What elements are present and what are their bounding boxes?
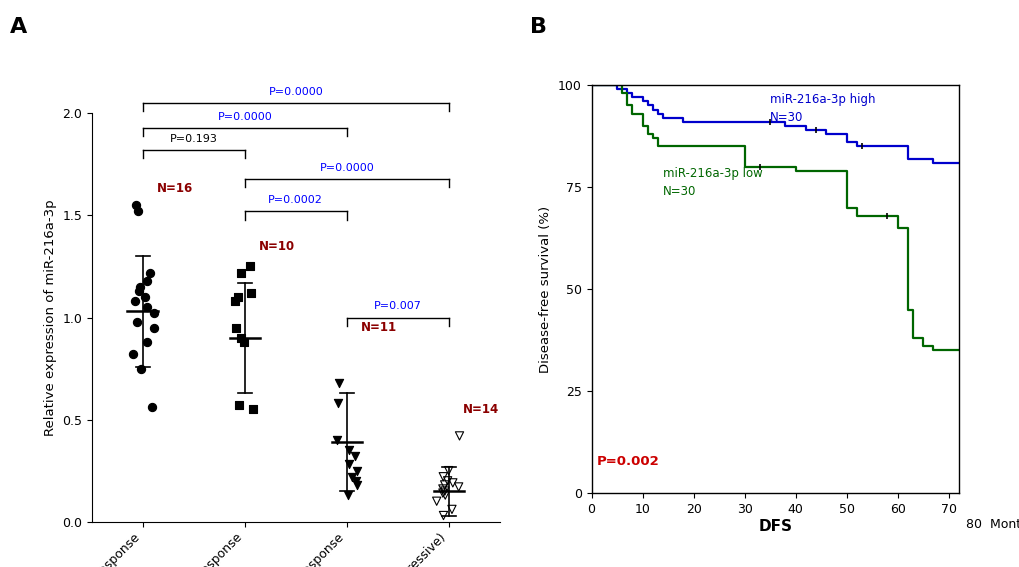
Text: 80  Months: 80 Months: [965, 518, 1019, 531]
Point: [130, 286, 147, 295]
Text: P=0.0002: P=0.0002: [268, 195, 323, 205]
Point: [128, 317, 145, 326]
Point: [347, 476, 364, 485]
Text: N=10: N=10: [259, 240, 294, 252]
Text: P=0.0000: P=0.0000: [319, 163, 374, 172]
Point: [139, 303, 155, 312]
Point: [348, 466, 365, 475]
Point: [124, 350, 141, 359]
Text: P=0.007: P=0.007: [374, 302, 421, 311]
Point: [127, 201, 144, 210]
Point: [130, 207, 147, 216]
Point: [437, 490, 453, 500]
Point: [434, 489, 450, 498]
Y-axis label: Relative expression of miR-216a-3p: Relative expression of miR-216a-3p: [44, 199, 56, 436]
Point: [436, 480, 452, 489]
Point: [331, 378, 347, 387]
Point: [232, 268, 249, 277]
Point: [436, 486, 452, 496]
Point: [131, 282, 148, 291]
Text: B: B: [530, 17, 547, 37]
Text: N=14: N=14: [463, 403, 499, 416]
Point: [435, 511, 451, 520]
Point: [245, 405, 261, 414]
Point: [329, 399, 345, 408]
Point: [343, 472, 360, 481]
Point: [340, 446, 357, 455]
Point: [230, 401, 247, 410]
X-axis label: DFS: DFS: [757, 519, 792, 534]
Point: [439, 476, 455, 485]
Point: [139, 337, 155, 346]
Point: [328, 435, 344, 445]
Point: [243, 289, 259, 298]
Text: N=16: N=16: [157, 183, 194, 196]
Text: P=0.002: P=0.002: [596, 455, 659, 468]
Point: [450, 483, 467, 492]
Point: [242, 262, 258, 271]
Point: [435, 472, 451, 481]
Point: [144, 403, 160, 412]
Point: [228, 323, 245, 332]
Point: [348, 480, 365, 489]
Point: [428, 497, 444, 506]
Point: [340, 460, 357, 469]
Text: N=11: N=11: [361, 321, 396, 334]
Point: [443, 505, 460, 514]
Text: P=0.0000: P=0.0000: [217, 112, 272, 121]
Point: [133, 364, 150, 373]
Point: [229, 293, 246, 302]
Text: miR-216a-3p low
N=30: miR-216a-3p low N=30: [662, 167, 762, 198]
Y-axis label: Disease-free survival (%): Disease-free survival (%): [539, 206, 552, 373]
Point: [347, 452, 364, 461]
Point: [451, 431, 468, 441]
Point: [440, 466, 457, 475]
Point: [434, 484, 450, 493]
Point: [232, 333, 249, 342]
Point: [137, 293, 153, 302]
Point: [226, 297, 243, 306]
Point: [126, 297, 143, 306]
Point: [339, 490, 356, 500]
Text: P=0.0000: P=0.0000: [268, 87, 323, 97]
Point: [235, 337, 252, 346]
Point: [444, 479, 461, 488]
Point: [146, 309, 162, 318]
Text: A: A: [10, 17, 28, 37]
Point: [146, 323, 162, 332]
Point: [142, 268, 158, 277]
Text: miR-216a-3p high
N=30: miR-216a-3p high N=30: [769, 93, 874, 124]
Text: P=0.193: P=0.193: [170, 134, 217, 144]
Point: [139, 276, 155, 285]
